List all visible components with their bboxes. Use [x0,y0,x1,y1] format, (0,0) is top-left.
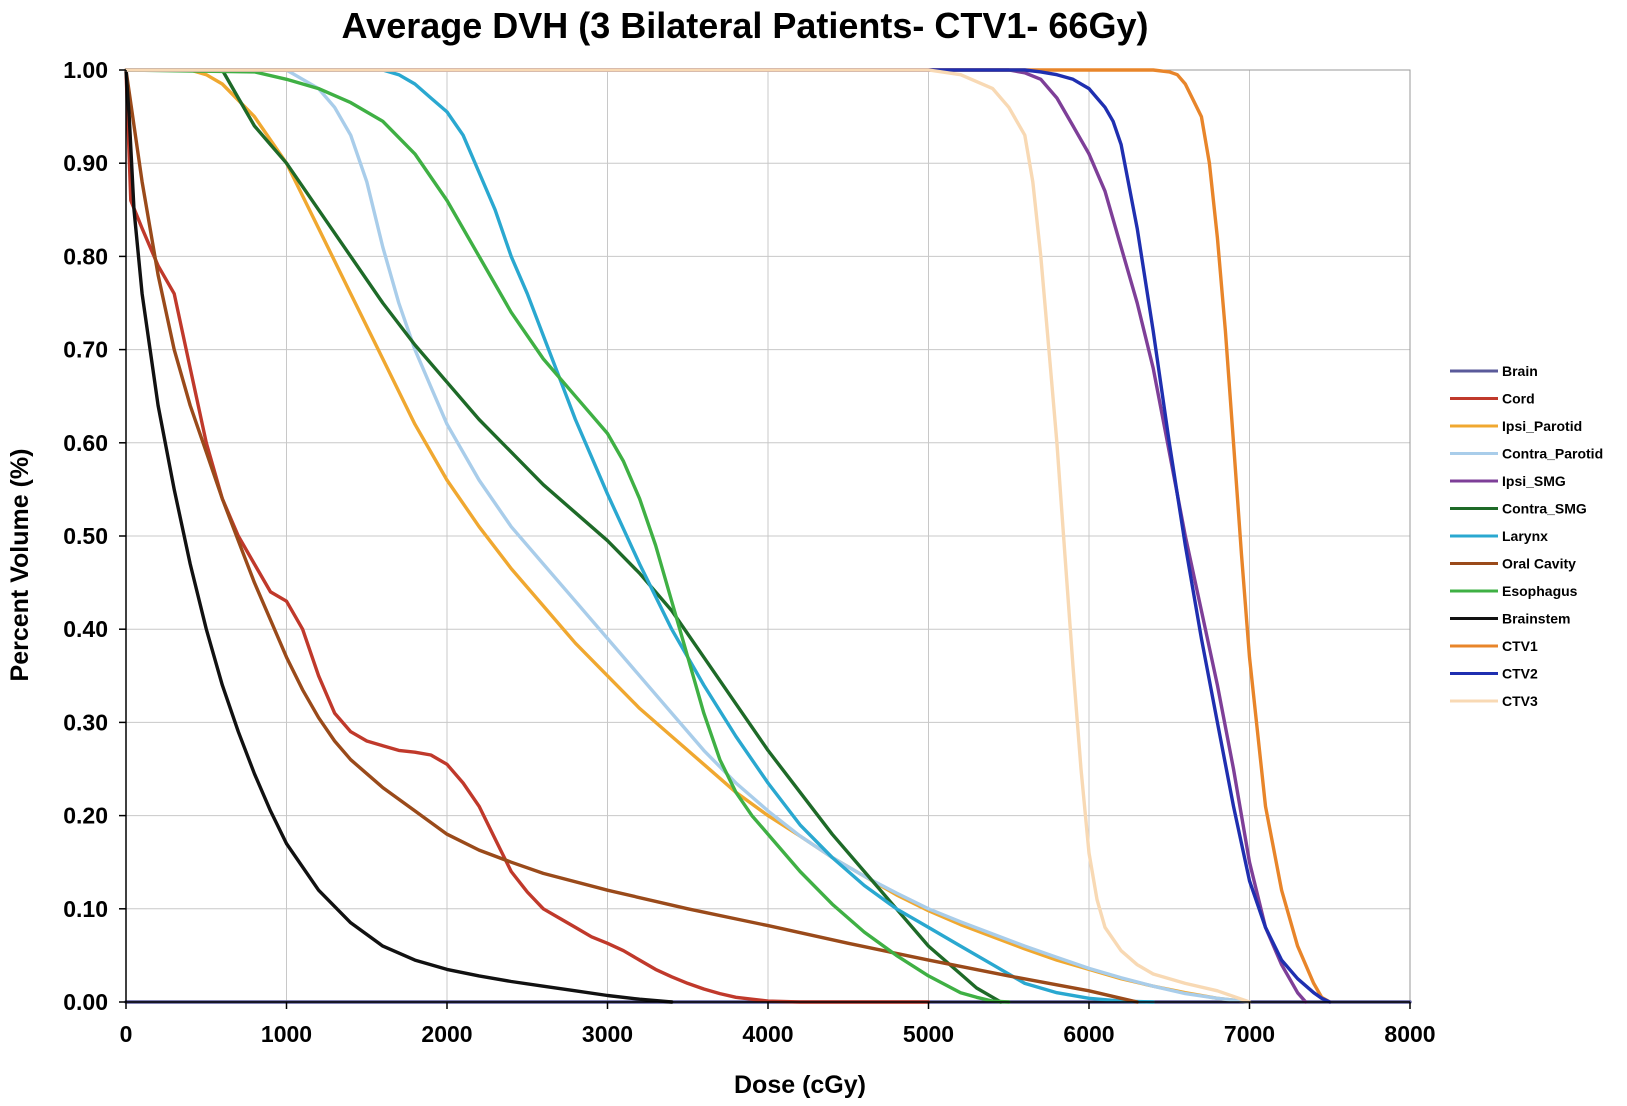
y-tick-label: 0.90 [63,150,108,176]
legend-label-ipsi-parotid: Ipsi_Parotid [1502,418,1582,434]
series-line-larynx [124,68,1155,1004]
y-tick-label: 0.30 [63,709,108,735]
series-line-ctv1 [124,68,1332,1004]
legend-label-cord: Cord [1502,391,1535,407]
y-tick-label: 0.40 [63,616,108,642]
legend-label-ctv1: CTV1 [1502,638,1538,654]
legend-label-contra-smg: Contra_SMG [1502,501,1587,517]
x-tick-label: 2000 [421,1021,472,1047]
x-tick-label: 5000 [903,1021,954,1047]
y-tick-label: 0.60 [63,430,108,456]
series-line-ctv3 [124,68,1252,1004]
x-tick-label: 8000 [1384,1021,1435,1047]
x-tick-label: 4000 [742,1021,793,1047]
legend-label-brain: Brain [1502,363,1538,379]
series-line-ipsi-smg [124,68,1308,1004]
y-tick-label: 0.00 [63,989,108,1015]
series-line-brainstem [124,68,674,1004]
series-line-ctv2 [124,68,1332,1004]
series-line-contra-parotid [124,68,1252,1004]
axes-layer [119,69,1411,1009]
y-tick-label: 0.50 [63,523,108,549]
series-layer [124,68,1412,1004]
y-tick-label: 0.20 [63,803,108,829]
legend-label-larynx: Larynx [1502,528,1548,544]
x-tick-label: 0 [120,1021,133,1047]
chart-title: Average DVH (3 Bilateral Patients- CTV1-… [342,5,1149,46]
legend-label-ctv2: CTV2 [1502,666,1538,682]
x-tick-label: 7000 [1224,1021,1275,1047]
series-line-esophagus [124,68,1011,1004]
legend-label-ctv3: CTV3 [1502,693,1538,709]
legend-label-brainstem: Brainstem [1502,611,1570,627]
series-line-oral-cavity [124,68,1139,1004]
series-line-ipsi-parotid [124,68,1252,1004]
legend: Brain Cord Ipsi_Parotid Contra_Parotid Ipsi_… [1450,363,1603,709]
x-tick-label: 6000 [1063,1021,1114,1047]
series-line-contra-smg [124,68,1003,1004]
y-axis-label: Percent Volume (%) [6,449,34,682]
x-tick-label: 3000 [582,1021,633,1047]
x-tick-label: 1000 [261,1021,312,1047]
legend-label-ipsi-smg: Ipsi_SMG [1502,473,1566,489]
legend-label-contra-parotid: Contra_Parotid [1502,446,1603,462]
y-tick-label: 0.10 [63,896,108,922]
y-tick-label: 1.00 [63,57,108,83]
x-axis-label: Dose (cGy) [734,1071,866,1099]
legend-label-esophagus: Esophagus [1502,583,1578,599]
y-tick-label: 0.70 [63,337,108,363]
legend-label-oral-cavity: Oral Cavity [1502,556,1576,572]
y-tick-label: 0.80 [63,243,108,269]
tick-labels: 0 1000 2000 3000 4000 5000 6000 7000 8000 0.00 0.1… [63,57,1435,1047]
